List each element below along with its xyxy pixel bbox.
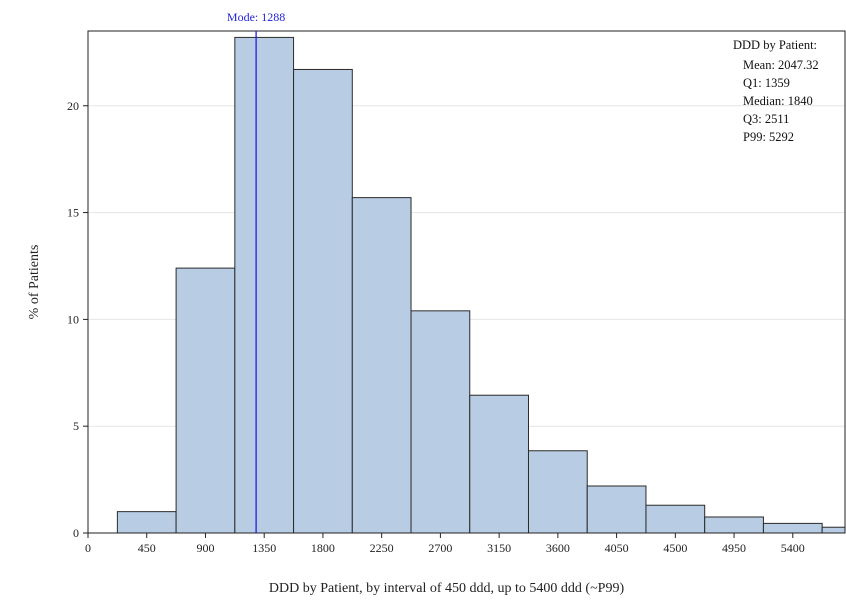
stats-line: P99: 5292	[743, 130, 794, 144]
x-tick-label: 3150	[487, 541, 511, 555]
x-tick-label: 0	[85, 541, 91, 555]
x-tick-label: 1800	[311, 541, 335, 555]
histogram-bar	[645, 504, 706, 534]
histogram-bar	[116, 511, 177, 534]
histogram-bar	[351, 197, 412, 534]
stats-line: Q1: 1359	[743, 76, 790, 90]
x-tick-label: 1350	[252, 541, 276, 555]
histogram-bar	[821, 526, 846, 534]
stats-line: Q3: 2511	[743, 112, 789, 126]
x-tick-label: 2250	[370, 541, 394, 555]
histogram-bar	[293, 68, 353, 534]
histogram-bar	[704, 516, 764, 534]
histogram-bar	[175, 267, 236, 534]
summary-stats-box: DDD by Patient: Mean: 2047.32 Q1: 1359 Med…	[733, 38, 819, 144]
y-axis-title: % of Patients	[27, 245, 42, 320]
stats-line: Median: 1840	[743, 94, 813, 108]
x-tick-label: 900	[196, 541, 214, 555]
stats-title: DDD by Patient:	[733, 38, 817, 52]
histogram-bar	[410, 310, 471, 534]
histogram-bar	[527, 450, 588, 534]
histogram-bar	[469, 394, 529, 534]
y-tick-label: 0	[73, 526, 79, 540]
x-tick-label: 450	[138, 541, 156, 555]
y-tick-label: 10	[67, 312, 79, 326]
x-tick-label: 4500	[663, 541, 687, 555]
x-tick-label: 5400	[781, 541, 805, 555]
histogram-bar	[762, 522, 823, 534]
y-tick-label: 5	[73, 419, 79, 433]
histogram-bars	[116, 36, 846, 534]
y-tick-label: 15	[67, 206, 79, 220]
stats-line: Mean: 2047.32	[743, 58, 819, 72]
x-axis-title: DDD by Patient, by interval of 450 ddd, …	[269, 581, 625, 596]
mode-label: Mode: 1288	[227, 10, 285, 24]
plot-area-frame	[87, 30, 846, 534]
y-axis: 0 5 10 15 20	[67, 99, 88, 540]
x-axis: 0 450 900 1350 1800 2250 2700 3150 3600 4050 4500 4…	[85, 533, 805, 555]
x-tick-label: 4950	[722, 541, 746, 555]
histogram-bar	[586, 485, 647, 534]
x-tick-label: 2700	[428, 541, 452, 555]
y-tick-label: 20	[67, 99, 79, 113]
x-tick-label: 3600	[546, 541, 570, 555]
histogram-bar	[234, 36, 295, 534]
x-tick-label: 4050	[605, 541, 629, 555]
mode-marker: Mode: 1288	[227, 10, 285, 533]
